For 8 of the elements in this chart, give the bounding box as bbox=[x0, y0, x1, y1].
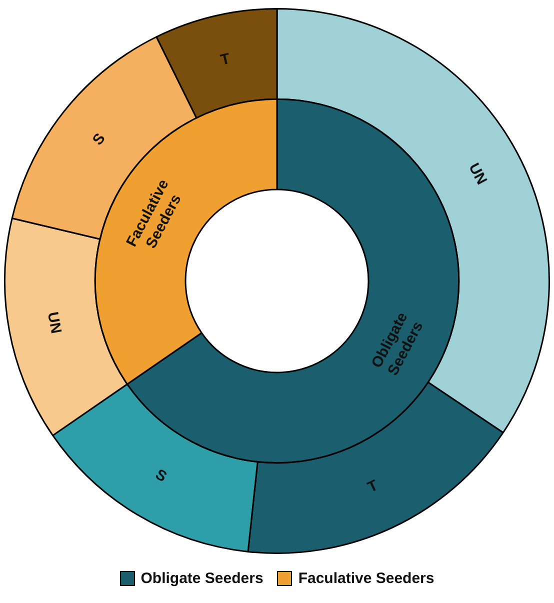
slice-label: S bbox=[152, 466, 170, 486]
slice-label: T bbox=[218, 50, 232, 69]
slice-label: S bbox=[89, 130, 109, 149]
legend-label: Faculative Seeders bbox=[298, 570, 434, 587]
slice-label: UN bbox=[465, 160, 490, 188]
legend-label: Obligate Seeders bbox=[140, 570, 264, 587]
slice-label: T bbox=[365, 476, 381, 496]
slice-label: UN bbox=[44, 310, 65, 335]
